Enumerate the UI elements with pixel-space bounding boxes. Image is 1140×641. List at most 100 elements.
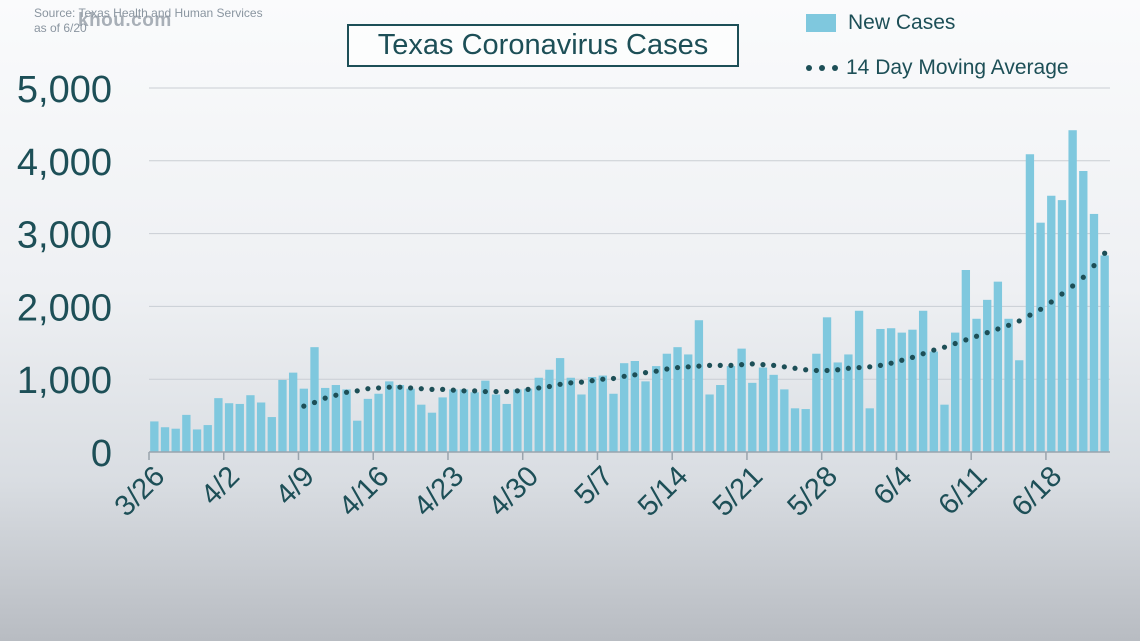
bar	[224, 403, 234, 452]
bar	[288, 372, 298, 452]
bar	[502, 403, 511, 452]
moving-average-point	[354, 388, 360, 394]
bar	[331, 385, 341, 452]
bar	[630, 361, 640, 452]
bar	[737, 348, 746, 452]
moving-average-point	[429, 386, 435, 392]
bar	[705, 394, 714, 452]
source-note: Source: Texas Health and Human Services …	[34, 6, 263, 36]
moving-average-point	[333, 392, 339, 398]
moving-average-point	[771, 362, 777, 368]
bar	[566, 377, 575, 452]
y-tick-label: 4,000	[17, 142, 112, 184]
chart-title: Texas Coronavirus Cases	[377, 29, 709, 61]
x-tick-label: 3/26	[109, 460, 172, 523]
bar	[353, 420, 362, 452]
moving-average-point	[472, 388, 478, 394]
x-tick-label: 6/18	[1006, 460, 1069, 523]
bar	[1025, 154, 1035, 453]
bar	[203, 425, 212, 452]
moving-average-point	[803, 367, 809, 373]
moving-average-point	[1037, 306, 1044, 312]
moving-average-point	[781, 364, 787, 370]
moving-average-point	[642, 370, 649, 376]
moving-average-point	[706, 362, 713, 368]
bar	[481, 380, 490, 452]
bar	[299, 388, 308, 452]
moving-average-point	[867, 364, 873, 370]
moving-average-point	[685, 364, 691, 370]
bar	[267, 417, 276, 452]
bar	[491, 394, 501, 452]
bar	[1004, 318, 1013, 452]
moving-average-point	[920, 351, 926, 357]
x-tick-label: 4/2	[195, 460, 246, 511]
legend-dotted-line-swatch	[806, 65, 838, 71]
source-line: Source: Texas Health and Human Services	[34, 6, 263, 20]
moving-average-point	[493, 388, 499, 395]
bar	[235, 403, 244, 452]
legend-label-new-cases: New Cases	[848, 11, 956, 34]
bar	[876, 328, 885, 452]
legend-bar-swatch	[806, 14, 836, 32]
bar	[886, 328, 896, 452]
bar	[918, 310, 928, 452]
chart-title-box: Texas Coronavirus Cases	[347, 24, 739, 67]
moving-average-point	[632, 372, 638, 378]
moving-average-point	[408, 385, 414, 391]
bar	[417, 404, 426, 452]
bar	[406, 388, 415, 452]
moving-average-point	[482, 388, 488, 395]
moving-average-point	[578, 379, 585, 385]
moving-average-point	[418, 386, 424, 392]
bar	[577, 394, 586, 452]
moving-average-point	[514, 388, 520, 394]
moving-average-point	[1070, 283, 1076, 289]
bar	[438, 397, 447, 452]
bar	[769, 374, 778, 452]
bar	[598, 375, 607, 452]
x-tick-label: 6/4	[868, 460, 919, 511]
x-tick-label: 4/30	[482, 460, 545, 523]
moving-average-point	[536, 385, 542, 391]
bar	[897, 332, 906, 452]
moving-average-point	[952, 340, 958, 347]
bar	[833, 362, 842, 452]
bar	[1068, 130, 1077, 452]
bar	[951, 332, 960, 452]
moving-average-point	[440, 386, 446, 392]
bar	[1015, 360, 1024, 452]
bar	[246, 395, 255, 452]
moving-average-point	[696, 363, 702, 369]
y-tick-label: 2,000	[17, 287, 112, 329]
bar	[449, 389, 458, 452]
bar	[385, 381, 394, 452]
moving-average-point	[728, 362, 734, 368]
moving-average-point	[568, 380, 574, 386]
bar	[587, 377, 597, 452]
moving-average-point	[653, 368, 659, 374]
moving-average-point	[450, 387, 456, 393]
bar	[694, 320, 704, 452]
bar	[961, 270, 971, 452]
moving-average-point	[1091, 263, 1097, 269]
bar	[150, 421, 159, 452]
bar	[1057, 200, 1067, 452]
y-tick-label: 3,000	[17, 215, 112, 257]
bar	[812, 353, 821, 452]
bar	[192, 429, 202, 452]
x-tick-label: 5/7	[569, 460, 620, 511]
bar	[865, 408, 874, 452]
bar	[993, 281, 1003, 452]
station-watermark: khou.com	[78, 10, 172, 31]
bar	[513, 389, 522, 452]
moving-average-point	[610, 375, 617, 382]
moving-average-point	[931, 347, 937, 353]
moving-average-point	[525, 386, 531, 392]
bar	[342, 389, 351, 452]
x-tick-label: 5/14	[632, 460, 695, 523]
y-tick-label: 0	[91, 433, 112, 475]
moving-average-point	[845, 365, 851, 371]
